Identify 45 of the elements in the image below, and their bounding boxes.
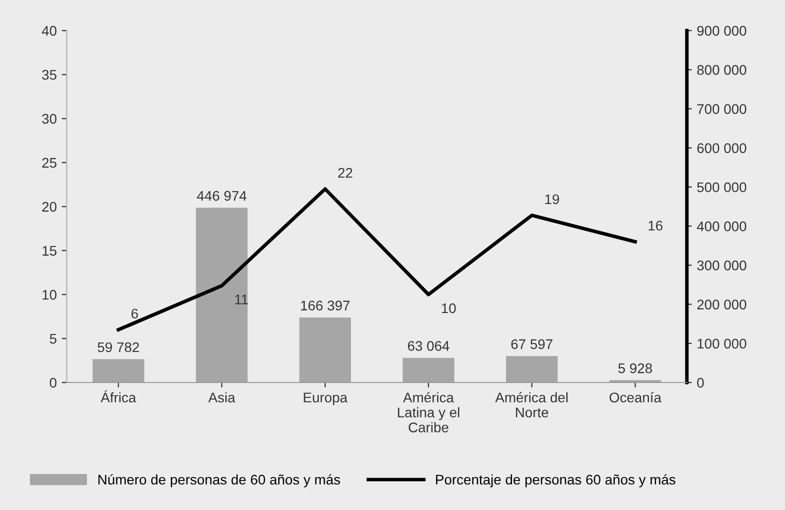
y-tick-label: 0 [50,378,56,388]
y2-tick-label: 0 [697,378,704,388]
y2-tick-label: 700 000 [697,104,746,114]
legend-label: Número de personas de 60 años y más [98,474,340,488]
y2-tick-label: 400 000 [696,221,746,232]
y2-tick-label: 900 000 [697,26,746,36]
data-label: 59 782 [98,342,139,352]
bar [299,317,351,382]
x-tick-label: Europa [304,392,348,406]
x-tick-label: América Latina y el Caribe [398,392,460,432]
data-label: 67 597 [511,339,552,350]
y2-tick-label: 600 000 [697,143,746,154]
legend-label: Porcentaje de personas 60 años y más [436,474,676,488]
data-label: 19 [545,194,560,204]
bar [402,358,454,382]
y2-tick-label: 200 000 [697,300,746,310]
data-label: 6 [132,308,138,319]
y2-tick-label: 100 000 [698,338,746,349]
data-label: 446 974 [196,190,246,201]
data-label: 22 [338,168,352,178]
y2-tick-label: 500 000 [697,182,746,192]
data-label: 11 [235,294,248,304]
y-tick-label: 20 [42,202,56,212]
x-tick-label: Oceanía [610,392,662,402]
y-tick-label: 15 [42,246,56,256]
x-tick-label: África [100,390,136,402]
y-tick-label: 25 [42,158,56,168]
bar [506,356,558,382]
x-tick-label: Asia [208,392,236,402]
bar [196,208,248,382]
y-tick-label: 35 [42,70,56,80]
data-label: 166 397 [301,300,350,310]
y-tick-label: 40 [42,26,56,36]
y-tick-label: 10 [42,290,56,300]
bar [92,359,144,382]
y2-tick-label: 800 000 [697,65,746,75]
x-tick-label: América del Norte [495,392,568,418]
data-label: 10 [442,303,456,314]
y2-tick-label: 300 000 [697,260,746,270]
data-label: 63 064 [408,341,450,351]
y-tick-label: 5 [50,334,56,344]
data-label: 5 928 [618,363,652,374]
data-label: 16 [648,220,662,231]
y-tick-label: 30 [42,114,56,124]
line-series [116,187,637,332]
